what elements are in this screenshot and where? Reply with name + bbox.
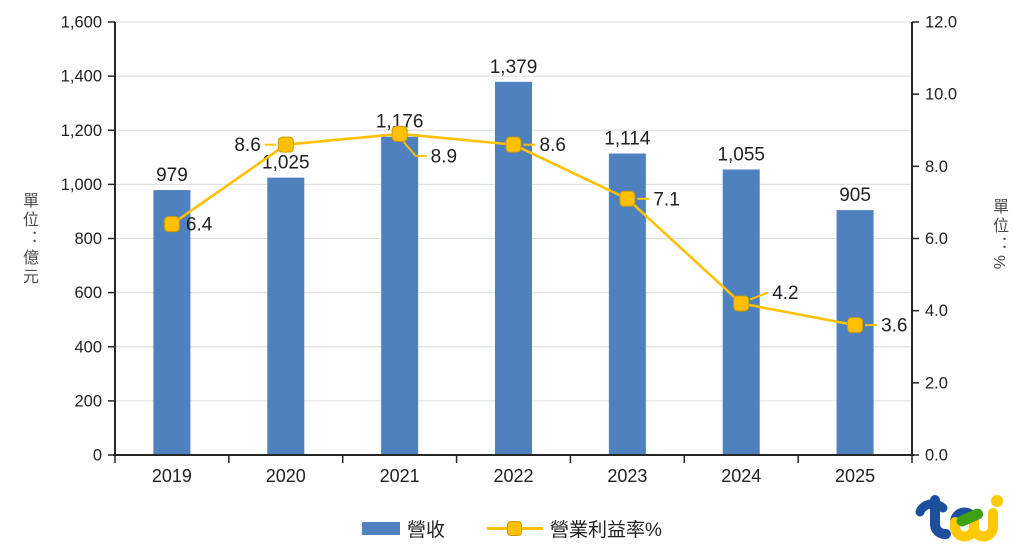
bar-value-label: 1,025 bbox=[262, 153, 310, 174]
left-axis-tick-label: 1,400 bbox=[61, 68, 102, 86]
right-axis-tick-label: 2.0 bbox=[925, 374, 948, 392]
legend-item-revenue: 營收 bbox=[362, 515, 445, 542]
margin-marker-glyph bbox=[507, 521, 523, 536]
left-axis-tick-label: 200 bbox=[74, 392, 102, 410]
margin-marker bbox=[619, 190, 636, 207]
x-axis-category-label: 2019 bbox=[152, 466, 192, 486]
margin-value-label: 4.2 bbox=[772, 283, 798, 304]
legend-label-margin: 營業利益率% bbox=[550, 520, 662, 541]
right-axis-tick-label: 0.0 bbox=[925, 447, 948, 465]
margin-value-label: 8.9 bbox=[431, 146, 457, 167]
revenue-bar bbox=[722, 169, 760, 455]
bar-value-label: 905 bbox=[839, 185, 871, 206]
x-axis-category-label: 2021 bbox=[380, 466, 420, 486]
revenue-bar bbox=[153, 190, 191, 456]
margin-value-label: 8.6 bbox=[234, 135, 260, 156]
bar-value-label: 1,176 bbox=[376, 112, 424, 133]
bar-value-label: 1,379 bbox=[490, 57, 538, 78]
label-leader-line bbox=[402, 141, 427, 157]
left-axis-tick-label: 600 bbox=[74, 284, 102, 302]
revenue-bar bbox=[381, 136, 419, 455]
right-axis-tick-label: 8.0 bbox=[925, 158, 948, 176]
label-leader-line bbox=[749, 291, 769, 301]
left-axis-tick-label: 0 bbox=[93, 447, 102, 465]
margin-line-swatch bbox=[487, 521, 544, 536]
left-axis-tick-label: 1,600 bbox=[61, 14, 102, 32]
right-axis-title: 單位：% bbox=[990, 198, 1007, 273]
bar-value-label: 1,055 bbox=[717, 144, 765, 165]
left-axis-tick-label: 400 bbox=[74, 338, 102, 356]
margin-marker bbox=[163, 216, 180, 233]
margin-marker bbox=[847, 317, 864, 334]
margin-value-label: 3.6 bbox=[881, 316, 907, 337]
margin-value-label: 7.1 bbox=[653, 189, 679, 210]
left-axis-tick-label: 1,200 bbox=[61, 122, 102, 140]
x-axis-category-label: 2020 bbox=[266, 466, 306, 486]
legend-label-revenue: 營收 bbox=[407, 520, 446, 541]
margin-marker bbox=[505, 136, 522, 153]
bar-value-label: 979 bbox=[156, 165, 188, 186]
right-axis-tick-label: 6.0 bbox=[925, 230, 948, 248]
chart-legend: 營收 營業利益率% bbox=[0, 515, 1024, 542]
margin-marker bbox=[277, 136, 294, 153]
legend-item-margin: 營業利益率% bbox=[487, 515, 662, 542]
right-axis-tick-label: 12.0 bbox=[925, 14, 957, 32]
x-axis-category-label: 2022 bbox=[493, 466, 533, 486]
revenue-bar-swatch bbox=[362, 522, 401, 535]
margin-value-label: 8.6 bbox=[540, 135, 566, 156]
margin-value-label: 6.4 bbox=[186, 215, 213, 236]
right-axis-tick-label: 10.0 bbox=[925, 86, 957, 104]
x-axis-category-label: 2023 bbox=[607, 466, 647, 486]
x-axis-category-label: 2024 bbox=[721, 466, 761, 486]
left-axis-tick-label: 800 bbox=[74, 230, 102, 248]
margin-marker bbox=[733, 295, 750, 312]
right-axis-tick-label: 4.0 bbox=[925, 302, 948, 320]
x-axis-category-label: 2025 bbox=[835, 466, 875, 486]
margin-marker bbox=[391, 125, 408, 142]
bar-value-label: 1,114 bbox=[604, 129, 651, 150]
tej-logo bbox=[915, 495, 1003, 542]
left-axis-title: 單位：億元 bbox=[20, 192, 37, 287]
left-axis-tick-label: 1,000 bbox=[61, 176, 102, 194]
revenue-bar bbox=[267, 177, 305, 455]
